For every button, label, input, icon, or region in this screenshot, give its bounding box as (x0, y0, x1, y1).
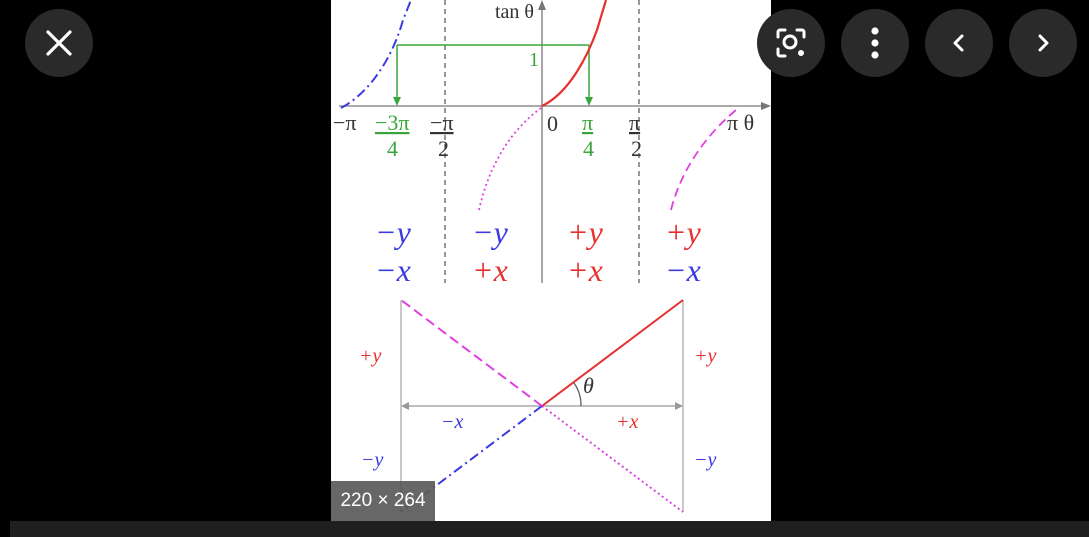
tan-axis-arrow (538, 0, 546, 10)
tri-left-top: +y (359, 345, 381, 367)
lens-icon (776, 28, 806, 58)
quad4-x: −x (665, 252, 701, 288)
tick-neg-pi2-den: 2 (438, 136, 449, 161)
green-arrow-right (585, 97, 593, 106)
image-size-label: 220 × 264 (340, 490, 426, 511)
curve-magenta-dotted (478, 107, 542, 211)
tick-neg-pi: −π (333, 110, 357, 135)
tri-left-bottom: −y (361, 449, 383, 471)
curve-magenta-dashed (670, 109, 737, 211)
quad3-y: +y (567, 214, 604, 250)
ray-magenta-dotted (541, 405, 684, 513)
tick-pi2-num: π (629, 110, 640, 135)
next-image-button[interactable] (1009, 9, 1077, 77)
tick-neg-3pi4-den: 4 (387, 136, 398, 161)
preview-image[interactable]: tan θ 1 −π −3π 4 −π 2 0 π 4 π 2 π θ −y −… (331, 0, 771, 521)
tick-zero: 0 (547, 111, 558, 136)
quad3-x: +x (567, 252, 603, 288)
tri-right-top: +y (694, 345, 716, 367)
curve-red (541, 0, 608, 107)
theta-arc (573, 382, 582, 407)
close-button[interactable] (25, 9, 93, 77)
tick-pi-theta: π θ (727, 110, 754, 135)
close-icon (46, 30, 72, 56)
ray-red (541, 299, 684, 407)
image-size-badge: 220 × 264 (331, 481, 435, 521)
tangent-figure: tan θ 1 −π −3π 4 −π 2 0 π 4 π 2 π θ −y −… (333, 0, 771, 513)
left-edge (0, 0, 10, 537)
tan-axis-label: tan θ (495, 1, 534, 23)
tri-pos-x: +x (616, 411, 638, 433)
curve-blue (340, 0, 412, 109)
tri-right-bottom: −y (694, 449, 716, 471)
theta-axis-arrow (761, 102, 771, 110)
quad2-y: −y (472, 214, 509, 250)
tick-neg-3pi4-num: −3π (375, 110, 410, 135)
quad1-y: −y (375, 214, 412, 250)
more-options-button[interactable] (841, 9, 909, 77)
quad2-x: +x (472, 252, 508, 288)
ray-magenta-dashed (400, 299, 543, 407)
previous-image-button[interactable] (925, 9, 993, 77)
tick-pi4-den: 4 (583, 136, 594, 161)
bottom-bar (10, 521, 1089, 537)
green-arrow-left (393, 97, 401, 106)
search-image-button[interactable] (757, 9, 825, 77)
quad4-y: +y (665, 214, 702, 250)
tri-theta: θ (583, 373, 594, 398)
tick-pi4-num: π (582, 110, 593, 135)
one-label: 1 (529, 49, 539, 71)
more-vert-icon (871, 27, 879, 59)
quad1-x: −x (375, 252, 411, 288)
chevron-left-icon (953, 34, 964, 52)
tri-arrow-right (675, 402, 683, 410)
tick-pi2-den: 2 (631, 136, 642, 161)
tri-neg-x: −x (441, 411, 463, 433)
tri-arrow-left (401, 402, 409, 410)
tick-neg-pi2-num: −π (430, 110, 454, 135)
chevron-right-icon (1038, 34, 1049, 52)
